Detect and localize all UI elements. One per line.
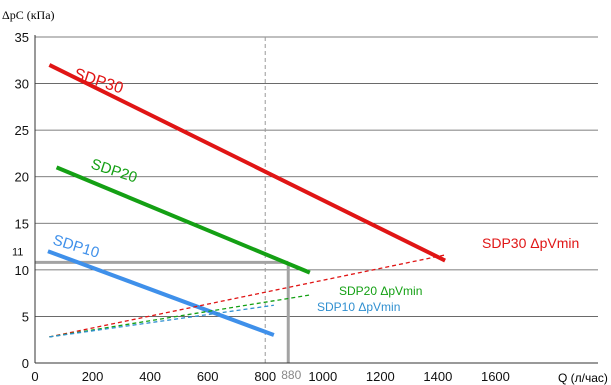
x-tick-label-800: 800 — [254, 369, 276, 384]
y-tick-label-15: 15 — [15, 216, 29, 231]
series-label-5: SDP10 ΔpVmin — [317, 300, 400, 314]
x-tick-label-200: 200 — [82, 369, 104, 384]
y-tick-label-30: 30 — [15, 77, 29, 92]
series-line-sdp10-pvmin — [49, 304, 274, 338]
x-tick-label-1600: 1600 — [481, 369, 510, 384]
series-line-sdp30 — [48, 63, 446, 263]
x-tick-label-1200: 1200 — [366, 369, 395, 384]
x-axis-label: Q (л/час) — [558, 371, 608, 385]
series-label-3: SDP30 ΔpVmin — [482, 235, 579, 251]
series-label-4: SDP20 ΔpVmin — [339, 284, 422, 298]
series-line-sdp20 — [55, 165, 311, 275]
grid-lines — [35, 36, 598, 317]
series-line-sdp20-pvmin — [49, 294, 310, 338]
y-tick-label-10: 10 — [15, 263, 29, 278]
series-line-sdp10 — [47, 249, 275, 337]
y-tick-label-0: 0 — [22, 356, 29, 371]
y-tick-label-20: 20 — [15, 170, 29, 185]
series-line-sdp30-pvmin — [49, 254, 446, 338]
y-tick-label-5: 5 — [22, 309, 29, 324]
y-tick-label-35: 35 — [15, 30, 29, 45]
reference-y-label: 11 — [12, 246, 23, 258]
y-axis-label: ΔpC (кПа) — [2, 8, 55, 22]
series-lines — [47, 63, 446, 338]
y-tick-label-25: 25 — [15, 123, 29, 138]
reference-lines: 880 11 — [12, 37, 302, 382]
x-tick-label-600: 600 — [197, 369, 219, 384]
x-tick-label-400: 400 — [139, 369, 161, 384]
series-label-0: SDP30 — [72, 66, 126, 98]
x-tick-label-1400: 1400 — [423, 369, 452, 384]
reference-x-label: 880 — [281, 368, 301, 382]
x-tick-label-0: 0 — [31, 369, 38, 384]
axes: 0 5 10 15 20 25 30 35 0 200 400 600 800 1000 1200 1400 1… — [15, 30, 598, 384]
x-tick-label-1000: 1000 — [308, 369, 337, 384]
